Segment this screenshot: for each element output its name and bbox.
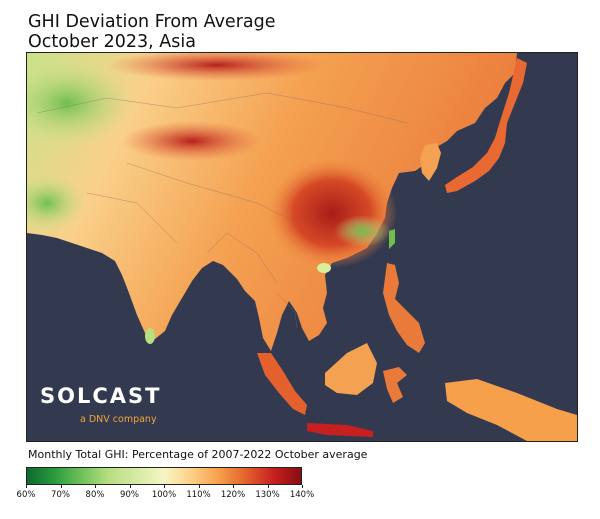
colorbar-tick: 90% xyxy=(110,485,150,500)
colorbar-tick: 130% xyxy=(248,485,288,500)
new-guinea xyxy=(445,379,577,441)
logo-wordmark: SOLCAST xyxy=(40,384,162,408)
red-region-xinjiang xyxy=(122,121,262,161)
colorbar-tick-label: 70% xyxy=(51,490,70,500)
red-region-central-china xyxy=(267,158,397,268)
figure-title: GHI Deviation From Average October 2023,… xyxy=(28,12,276,52)
logo-tagline: a DNV company xyxy=(80,414,157,425)
title-line-2: October 2023, Asia xyxy=(28,32,196,52)
colorbar-tick: 60% xyxy=(6,485,46,500)
colorbar-tick-label: 140% xyxy=(289,490,315,500)
colorbar-tick-label: 110% xyxy=(186,490,211,500)
colorbar xyxy=(26,467,302,485)
colorbar-tick: 80% xyxy=(75,485,115,500)
colorbar-tick-label: 60% xyxy=(16,490,36,500)
asia-map xyxy=(27,53,577,441)
green-region-northwest xyxy=(27,58,137,148)
sumatra xyxy=(257,353,307,415)
hainan xyxy=(317,263,331,273)
sulawesi xyxy=(383,367,407,403)
colorbar-tick: 140% xyxy=(282,485,322,500)
colorbar-tick-label: 80% xyxy=(85,490,105,500)
sri-lanka xyxy=(145,328,155,344)
green-region-west xyxy=(27,173,87,233)
colorbar-tick: 100% xyxy=(144,485,184,500)
solcast-logo: SOLCAST a DNV company xyxy=(40,384,160,430)
colorbar-tick: 70% xyxy=(41,485,81,500)
title-line-1: GHI Deviation From Average xyxy=(28,12,276,32)
colorbar-tick: 110% xyxy=(179,485,219,500)
taiwan xyxy=(389,229,395,249)
red-band-north xyxy=(107,53,327,81)
green-region-south-china xyxy=(334,215,390,247)
borneo xyxy=(325,343,377,395)
colorbar-tick-label: 130% xyxy=(255,490,280,500)
philippines xyxy=(383,263,425,353)
map-frame xyxy=(26,52,578,442)
colorbar-tick-label: 100% xyxy=(151,490,177,500)
colorbar-title: Monthly Total GHI: Percentage of 2007-20… xyxy=(28,448,368,461)
colorbar-tick-label: 120% xyxy=(220,490,246,500)
country-borders xyxy=(36,92,408,329)
java xyxy=(307,423,373,437)
colorbar-tick-label: 90% xyxy=(120,490,139,500)
japan xyxy=(445,58,527,193)
colorbar-tick: 120% xyxy=(213,485,253,500)
colorbar-ticks: 60% 70% 80% 90% 100% 110% 120% 130% 140% xyxy=(17,485,314,505)
korea-peninsula xyxy=(420,143,441,181)
